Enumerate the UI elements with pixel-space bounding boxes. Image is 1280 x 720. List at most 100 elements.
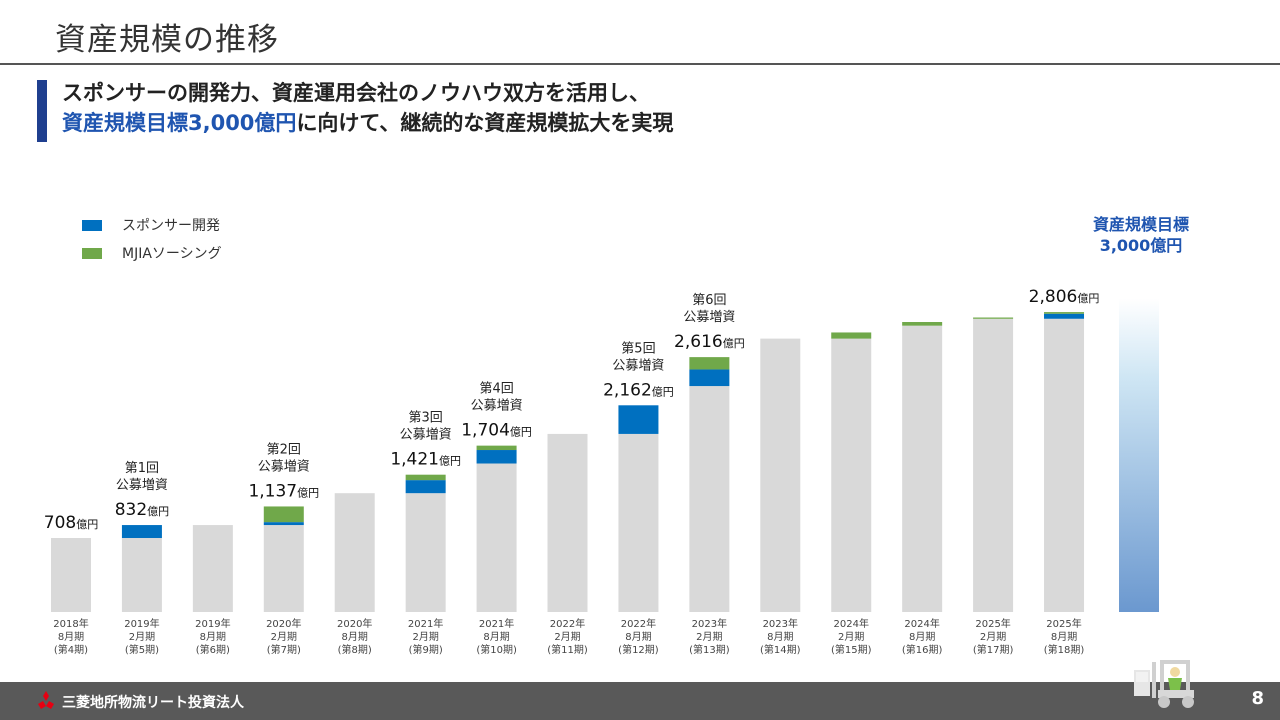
offering-label-5-1: 公募増資 [400, 428, 452, 443]
bar-sponsor-8 [618, 405, 659, 434]
x-tick-label-11-0: 2024年 [834, 617, 869, 630]
target-label-value: 3,000億円 [1100, 236, 1183, 255]
bar-mjia-3 [263, 506, 304, 523]
bar-mjia-12 [902, 322, 943, 326]
x-tick-label-2-2: (第6期) [196, 643, 230, 656]
x-tick-label-10-0: 2023年 [763, 617, 798, 630]
x-tick-label-4-2: (第8期) [338, 643, 372, 656]
bar-base-6 [476, 463, 517, 612]
bar-sponsor-6 [476, 450, 517, 464]
offering-label-1-1: 公募増資 [116, 478, 168, 493]
bar-sponsor-14 [1044, 313, 1085, 319]
x-tick-label-4-0: 2020年 [337, 617, 372, 630]
bar-base-10 [760, 338, 801, 612]
bar-sponsor-3 [263, 522, 304, 526]
x-tick-label-3-1: 2月期 [271, 631, 297, 643]
x-tick-label-11-1: 2月期 [838, 631, 864, 643]
offering-label-9-1: 公募増資 [683, 310, 735, 325]
x-tick-label-7-2: (第11期) [547, 643, 588, 656]
headline-highlight: 資産規模目標3,000億円 [62, 111, 297, 135]
x-tick-label-0-2: (第4期) [54, 643, 88, 656]
data-label-6: 1,704億円 [461, 421, 532, 441]
forklift-icon [1134, 660, 1194, 708]
footer-bar: 三菱地所物流リート投資法人 8 [0, 682, 1280, 720]
x-tick-label-2-0: 2019年 [195, 617, 230, 630]
bar-mjia-9 [689, 357, 730, 370]
x-tick-label-9-2: (第13期) [689, 643, 730, 656]
target-label-title: 資産規模目標 [1093, 215, 1189, 234]
offering-label-8-1: 公募増資 [612, 358, 664, 373]
page-title: 資産規模の推移 [55, 22, 279, 58]
x-tick-label-5-0: 2021年 [408, 617, 443, 630]
offering-label-9-0: 第6回 [692, 293, 726, 308]
offering-label-3-0: 第2回 [267, 442, 301, 457]
bar-base-13 [973, 318, 1014, 612]
bar-base-11 [831, 338, 872, 612]
bar-base-5 [405, 493, 446, 612]
offering-label-3-1: 公募増資 [258, 459, 310, 474]
legend-item-sponsor: スポンサー開発 [82, 211, 222, 239]
x-tick-label-14-1: 8月期 [1051, 631, 1077, 643]
data-label-3: 1,137億円 [248, 481, 319, 501]
offering-label-8-0: 第5回 [621, 341, 655, 356]
x-tick-label-5-2: (第9期) [409, 643, 443, 656]
legend-item-mjia: MJIAソーシング [82, 239, 222, 267]
data-label-1: 832億円 [115, 500, 169, 520]
page-number: 8 [1251, 688, 1264, 709]
data-label-8: 2,162億円 [603, 380, 674, 400]
x-tick-label-3-2: (第7期) [267, 643, 301, 656]
legend-swatch-sponsor [82, 219, 102, 231]
x-tick-label-5-1: 2月期 [412, 631, 438, 643]
bar-target [1119, 298, 1159, 612]
bar-sponsor-9 [689, 369, 730, 387]
x-tick-label-0-1: 8月期 [58, 631, 84, 643]
legend-swatch-mjia [82, 247, 102, 259]
bar-mjia-6 [476, 445, 517, 451]
title-divider [0, 63, 1280, 65]
offering-label-6-1: 公募増資 [471, 399, 523, 414]
asset-size-chart: 2018年8月期(第4期)2019年2月期(第5期)2019年8月期(第6期)2… [44, 215, 1189, 656]
x-tick-label-7-0: 2022年 [550, 617, 585, 630]
x-tick-label-13-2: (第17期) [973, 643, 1014, 656]
x-tick-label-0-0: 2018年 [53, 617, 88, 630]
bar-base-9 [689, 386, 730, 612]
x-tick-label-14-0: 2025年 [1046, 617, 1081, 630]
footer-company-name: 三菱地所物流リート投資法人 [62, 695, 244, 711]
data-label-14: 2,806億円 [1029, 287, 1100, 307]
x-tick-label-11-2: (第15期) [831, 643, 872, 656]
headline-accent-bar [37, 80, 47, 142]
x-tick-label-6-0: 2021年 [479, 617, 514, 630]
headline: スポンサーの開発力、資産運用会社のノウハウ双方を活用し、 資産規模目標3,000… [62, 78, 673, 138]
bar-mjia-13 [973, 317, 1014, 319]
bar-mjia-14 [1044, 312, 1085, 314]
bar-base-1 [121, 538, 162, 612]
headline-line-1: スポンサーの開発力、資産運用会社のノウハウ双方を活用し、 [62, 81, 650, 105]
bar-base-4 [334, 493, 375, 612]
x-tick-label-12-0: 2024年 [904, 617, 939, 630]
x-tick-label-12-2: (第16期) [902, 643, 943, 656]
x-tick-label-9-1: 2月期 [696, 631, 722, 643]
x-tick-label-6-1: 8月期 [483, 631, 509, 643]
bar-base-0 [51, 538, 91, 612]
bar-base-7 [547, 433, 588, 612]
x-tick-label-4-1: 8月期 [342, 631, 368, 643]
x-tick-label-1-1: 2月期 [129, 631, 155, 643]
legend-label-mjia: MJIAソーシング [122, 246, 222, 262]
chart-legend: スポンサー開発 MJIAソーシング [82, 211, 222, 267]
headline-line-2-rest: に向けて、継続的な資産規模拡大を実現 [296, 111, 674, 135]
legend-label-sponsor: スポンサー開発 [122, 218, 220, 234]
bar-sponsor-5 [405, 480, 446, 494]
bar-base-14 [1044, 318, 1085, 612]
x-tick-label-8-2: (第12期) [618, 643, 659, 656]
x-tick-label-7-1: 2月期 [554, 631, 580, 643]
data-label-5: 1,421億円 [390, 450, 461, 470]
x-tick-label-10-2: (第14期) [760, 643, 801, 656]
bar-base-8 [618, 433, 659, 612]
bar-mjia-5 [405, 474, 446, 481]
bar-base-2 [192, 525, 233, 612]
headline-line-2: 資産規模目標3,000億円に向けて、継続的な資産規模拡大を実現 [62, 108, 673, 138]
bar-sponsor-1 [121, 525, 162, 539]
x-tick-label-13-1: 2月期 [980, 631, 1006, 643]
x-tick-label-10-1: 8月期 [767, 631, 793, 643]
offering-label-1-0: 第1回 [125, 461, 159, 476]
